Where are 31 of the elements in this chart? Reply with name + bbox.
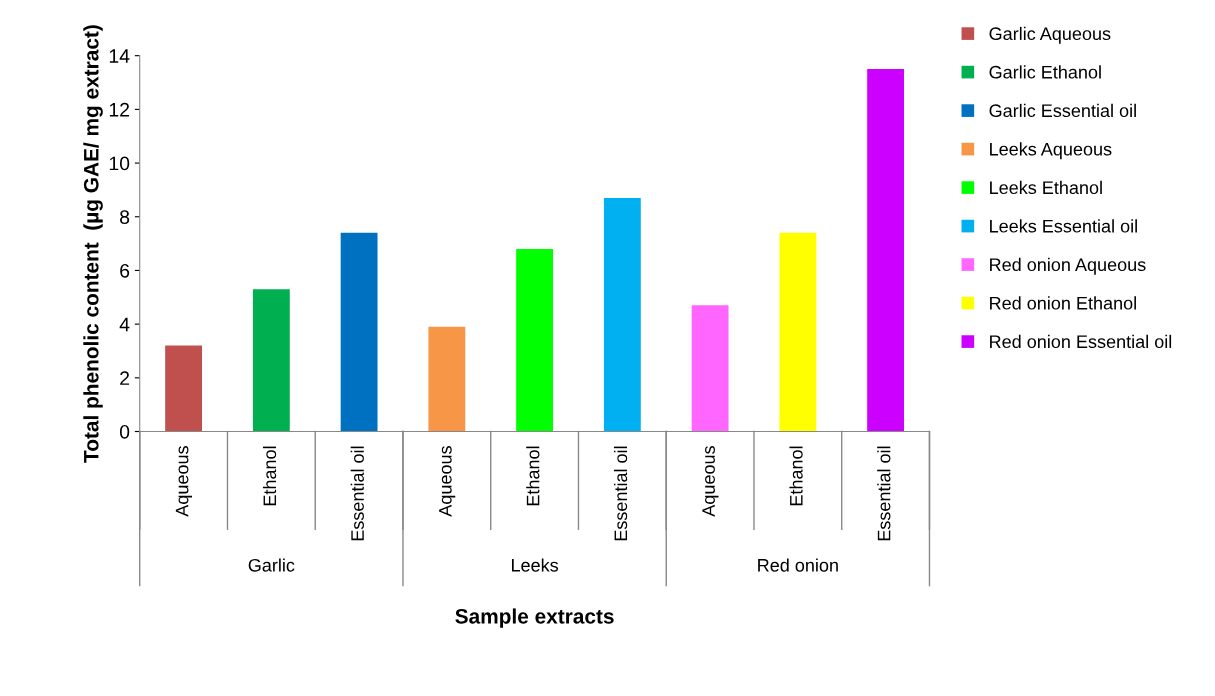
y-tick-label: 8: [120, 210, 130, 224]
x-tick-label: Essential oil: [350, 446, 364, 541]
y-tick-label: 2: [120, 371, 130, 385]
x-tick-label: Essential oil: [613, 446, 628, 541]
x-tick-label: Aqueous: [702, 446, 719, 517]
legend-label: Red onion Essential oil: [990, 334, 1172, 349]
y-tick-label: 12: [109, 102, 130, 117]
y-tick-label: 4: [119, 317, 130, 332]
legend-label: Red onion Aqueous: [990, 257, 1146, 275]
x-tick-label: Ethanol: [526, 446, 540, 506]
y-tick-label: 6: [120, 263, 130, 278]
x-tick-label: Essential oil: [877, 446, 891, 541]
y-axis-title: Total phenolic content (µg GAE/ mg extract): [83, 25, 103, 463]
legend-label: Garlic Ethanol: [989, 65, 1101, 79]
text: Red onion: [758, 558, 838, 572]
legend-label: Leeks Ethanol: [990, 180, 1102, 195]
y-tick-label: 10: [109, 156, 130, 171]
x-axis-title: Sample extracts: [455, 608, 614, 628]
legend-label: Red onion Ethanol: [990, 296, 1136, 310]
legend-label: Garlic Essential oil: [989, 103, 1136, 118]
x-tick-label: Ethanol: [789, 446, 803, 506]
text: Garlic: [248, 558, 295, 572]
y-tick-label: 0: [119, 424, 130, 439]
x-tick-label: Ethanol: [262, 446, 277, 506]
legend-label: Leeks Aqueous: [990, 142, 1112, 160]
legend-label: Garlic Aqueous: [989, 26, 1111, 44]
x-tick-label: Aqueous: [175, 446, 193, 517]
text: Leeks: [511, 558, 559, 572]
legend-label: Leeks Essential oil: [990, 219, 1137, 233]
y-tick-label: 14: [109, 49, 130, 63]
x-tick-label: Aqueous: [439, 446, 456, 517]
